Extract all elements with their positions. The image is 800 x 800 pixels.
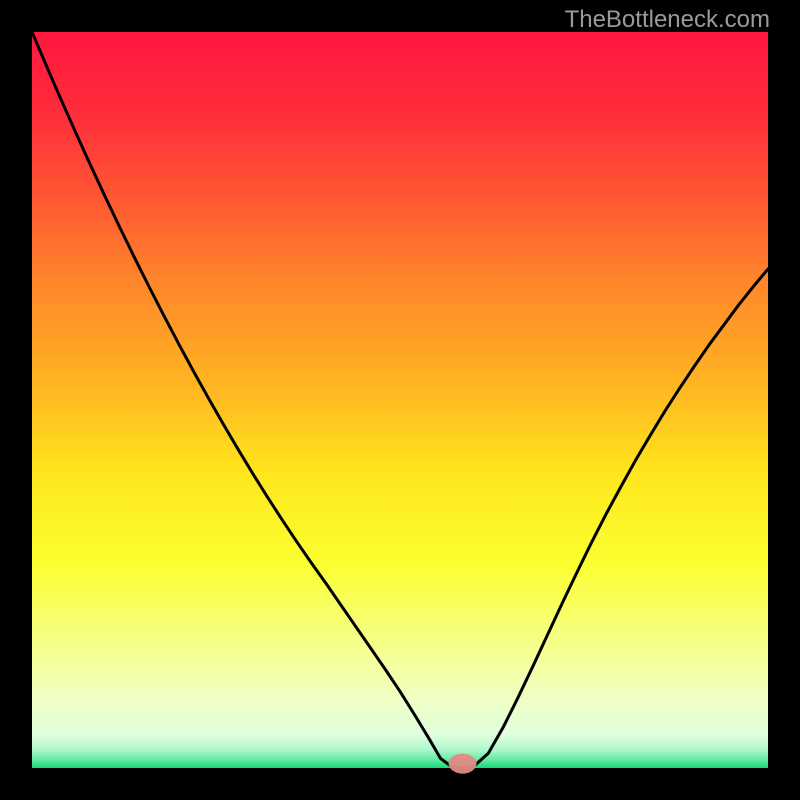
watermark-text: TheBottleneck.com bbox=[565, 6, 770, 34]
bottleneck-curve-layer bbox=[0, 0, 800, 800]
optimal-point-marker bbox=[449, 754, 477, 774]
bottleneck-curve bbox=[32, 32, 768, 768]
chart-frame: TheBottleneck.com bbox=[0, 0, 800, 800]
